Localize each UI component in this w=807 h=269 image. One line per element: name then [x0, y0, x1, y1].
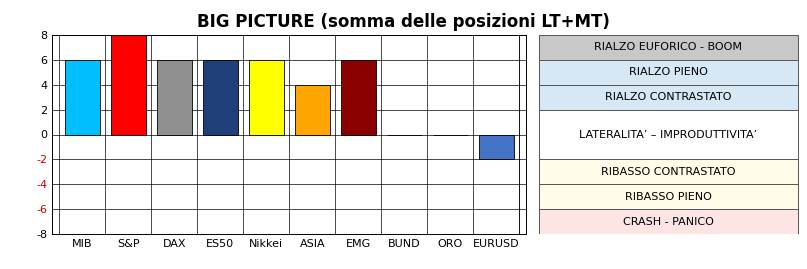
Bar — [111, 35, 145, 134]
Text: RIALZO CONTRASTATO: RIALZO CONTRASTATO — [605, 92, 731, 102]
Bar — [539, 35, 797, 60]
Bar — [539, 110, 797, 159]
Bar — [539, 209, 797, 234]
Bar — [539, 159, 797, 184]
Text: LATERALITA’ – IMPRODUTTIVITA’: LATERALITA’ – IMPRODUTTIVITA’ — [579, 129, 757, 140]
Bar — [157, 60, 191, 134]
Bar — [479, 134, 513, 159]
Bar — [539, 184, 797, 209]
Text: RIALZO EUFORICO - BOOM: RIALZO EUFORICO - BOOM — [594, 43, 742, 52]
Text: RIBASSO PIENO: RIBASSO PIENO — [625, 192, 712, 202]
Bar — [539, 85, 797, 110]
Bar — [341, 60, 375, 134]
Bar — [539, 60, 797, 85]
Text: BIG PICTURE (somma delle posizioni LT+MT): BIG PICTURE (somma delle posizioni LT+MT… — [197, 13, 610, 31]
Text: RIALZO PIENO: RIALZO PIENO — [629, 67, 708, 77]
Bar — [203, 60, 237, 134]
Bar — [295, 85, 329, 134]
Text: RIBASSO CONTRASTATO: RIBASSO CONTRASTATO — [601, 167, 735, 177]
Bar — [249, 60, 283, 134]
Bar — [65, 60, 99, 134]
Text: CRASH - PANICO: CRASH - PANICO — [623, 217, 713, 226]
